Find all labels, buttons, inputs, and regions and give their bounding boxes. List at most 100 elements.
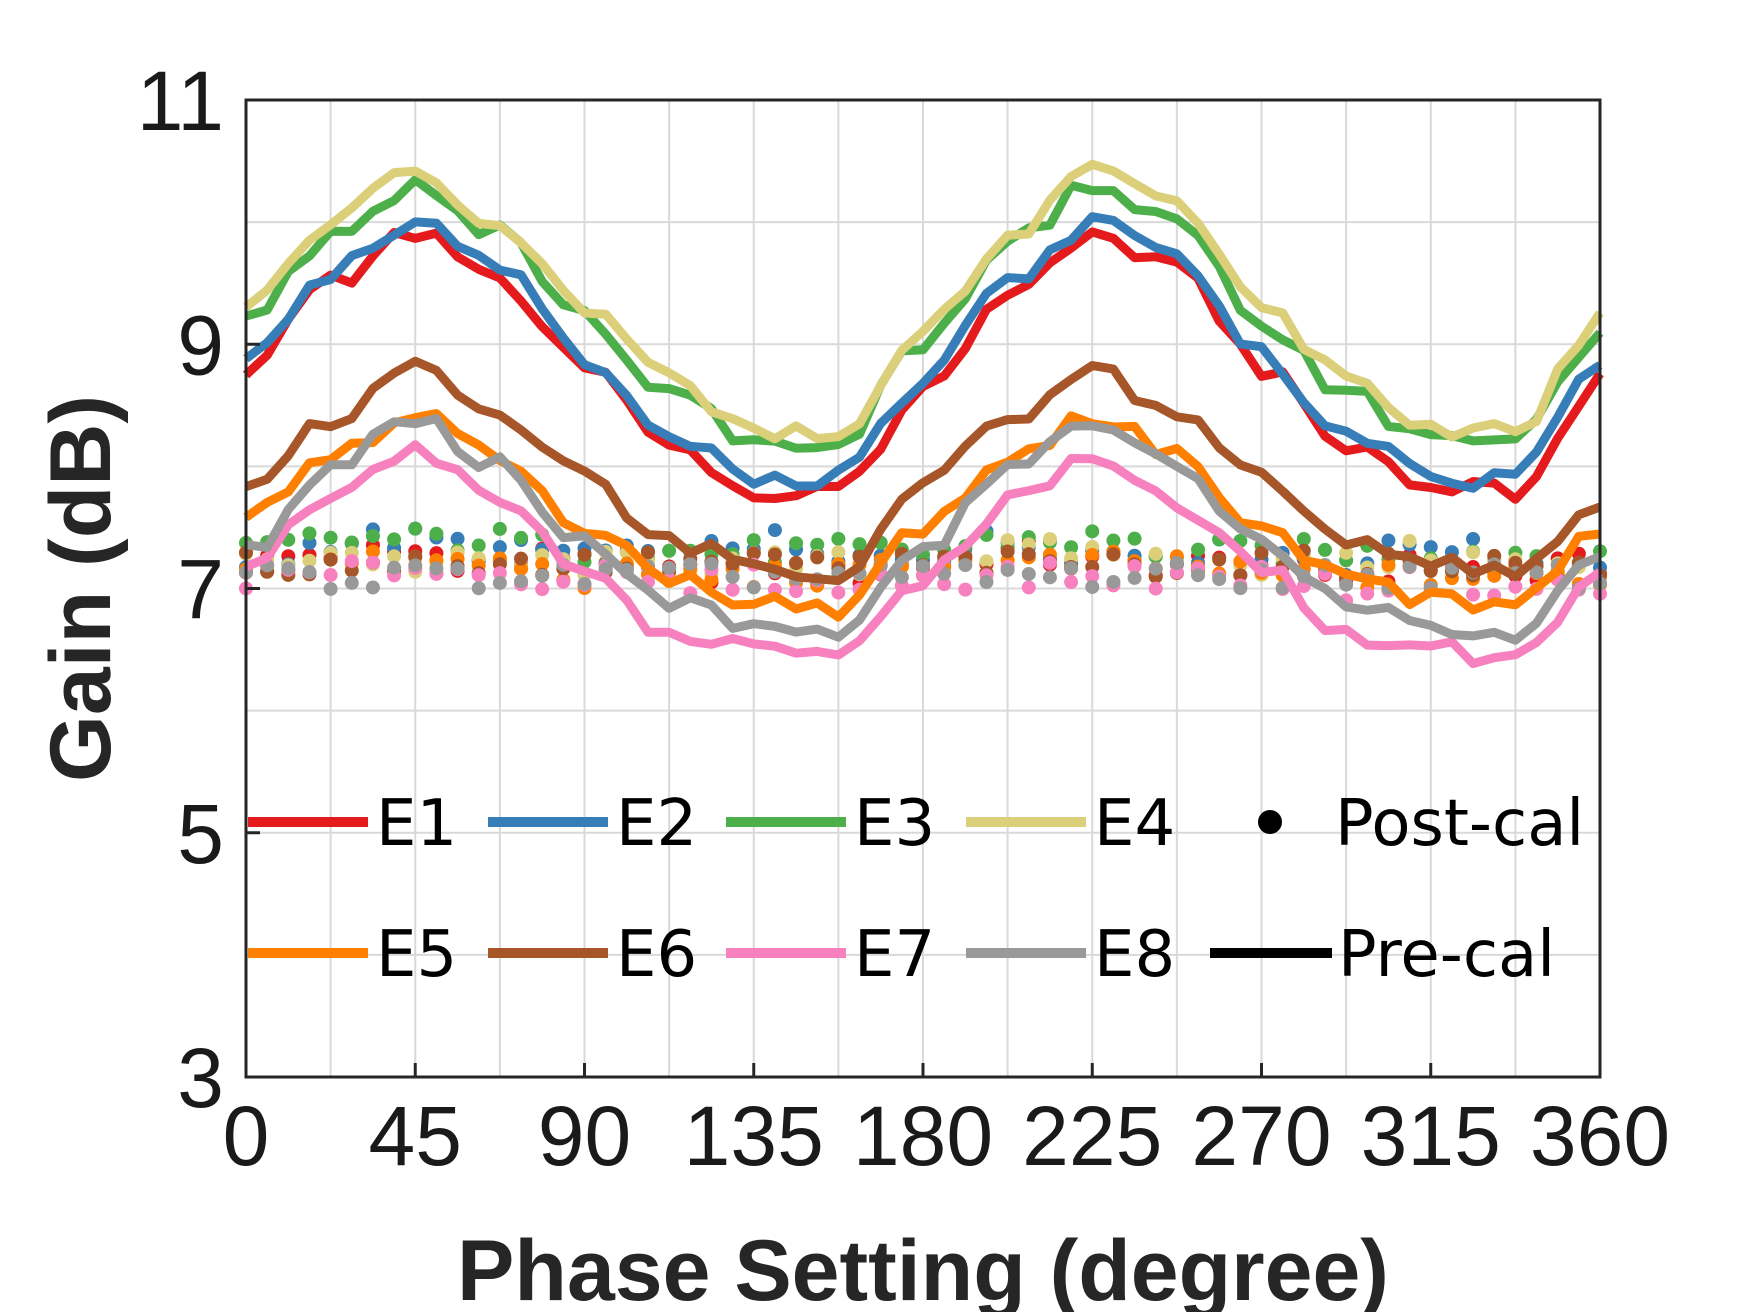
post-cal-point-e2 bbox=[767, 523, 782, 538]
legend-label-e4: E4 bbox=[1094, 787, 1175, 861]
post-cal-point-e4 bbox=[1042, 532, 1057, 547]
post-cal-point-e8 bbox=[746, 580, 761, 595]
tick-labels: 0 45 90 135 180 225 270 315 360 3 5 7 9 11 bbox=[137, 54, 1670, 1183]
post-cal-point-e2 bbox=[450, 531, 465, 546]
pre-cal-line-e2 bbox=[243, 212, 1603, 493]
x-tick-label: 0 bbox=[223, 1089, 270, 1183]
post-cal-point-e8 bbox=[1000, 562, 1015, 577]
post-cal-point-e8 bbox=[1148, 561, 1163, 576]
x-tick-label: 180 bbox=[853, 1089, 993, 1183]
post-cal-point-e8 bbox=[662, 560, 677, 575]
post-cal-point-e4 bbox=[979, 554, 994, 569]
post-cal-point-e2 bbox=[1423, 540, 1438, 555]
post-cal-point-e5 bbox=[1487, 568, 1502, 583]
post-cal-point-e7 bbox=[1466, 587, 1481, 602]
post-cal-point-e3 bbox=[387, 532, 402, 547]
post-cal-point-e6 bbox=[1212, 552, 1227, 567]
post-cal-point-e4 bbox=[1148, 546, 1163, 561]
post-cal-point-e4 bbox=[302, 553, 317, 568]
post-cal-point-e8 bbox=[492, 575, 507, 590]
post-cal-point-e7 bbox=[492, 566, 507, 581]
post-cal-point-e7 bbox=[471, 568, 486, 583]
pre-cal-lines bbox=[242, 159, 1604, 669]
post-cal-point-e3 bbox=[323, 530, 338, 545]
y-tick-label: 5 bbox=[177, 787, 224, 881]
post-cal-point-e8 bbox=[323, 581, 338, 596]
post-cal-point-e8 bbox=[514, 574, 529, 589]
post-cal-point-e8 bbox=[471, 581, 486, 596]
post-cal-point-e7 bbox=[725, 582, 740, 597]
post-cal-point-e3 bbox=[471, 538, 486, 553]
post-cal-point-e3 bbox=[1106, 533, 1121, 548]
post-cal-point-e8 bbox=[916, 559, 930, 574]
x-tick-label: 45 bbox=[369, 1089, 462, 1183]
post-cal-point-e5 bbox=[1085, 547, 1100, 562]
post-cal-point-e7 bbox=[344, 554, 359, 569]
post-cal-point-e3 bbox=[302, 526, 317, 541]
post-cal-point-e8 bbox=[302, 565, 317, 580]
post-cal-point-e8 bbox=[344, 575, 359, 590]
post-cal-point-e8 bbox=[577, 576, 592, 591]
pre-cal-line-e5 bbox=[243, 409, 1601, 622]
post-cal-point-e8 bbox=[281, 561, 296, 576]
x-tick-label: 360 bbox=[1530, 1089, 1670, 1183]
post-cal-point-e8 bbox=[979, 575, 994, 590]
pre-cal-line-e6 bbox=[244, 356, 1602, 586]
post-cal-point-e7 bbox=[1021, 580, 1036, 595]
post-cal-point-e6 bbox=[577, 547, 592, 562]
post-cal-point-e3 bbox=[852, 537, 867, 552]
post-cal-point-e8 bbox=[1212, 572, 1227, 587]
x-tick-label: 135 bbox=[684, 1089, 824, 1183]
legend-label-e5: E5 bbox=[376, 918, 457, 992]
post-cal-point-e3 bbox=[365, 529, 380, 544]
post-cal-point-e4 bbox=[1402, 533, 1417, 548]
post-cal-point-e8 bbox=[958, 558, 973, 573]
post-cal-point-e8 bbox=[725, 569, 740, 584]
post-cal-point-e4 bbox=[1339, 545, 1354, 560]
post-cal-point-e6 bbox=[789, 556, 804, 571]
post-cal-point-e7 bbox=[1085, 569, 1100, 584]
post-cal-point-e2 bbox=[492, 540, 507, 555]
post-cal-point-e4 bbox=[1021, 537, 1036, 552]
x-tick-label: 225 bbox=[1022, 1089, 1162, 1183]
post-cal-point-e7 bbox=[958, 582, 973, 597]
post-cal-point-e7 bbox=[1127, 559, 1142, 574]
post-cal-point-e8 bbox=[1529, 565, 1544, 580]
post-cal-point-e5 bbox=[514, 561, 529, 576]
post-cal-point-e8 bbox=[387, 560, 402, 575]
post-cal-point-e3 bbox=[1064, 540, 1079, 555]
legend-label-e7: E7 bbox=[854, 918, 935, 992]
pre-cal-line-e8 bbox=[245, 414, 1602, 645]
post-cal-point-e3 bbox=[408, 521, 423, 536]
post-cal-point-e4 bbox=[387, 549, 402, 564]
post-cal-point-e5 bbox=[365, 544, 380, 559]
post-cal-point-e2 bbox=[1466, 532, 1481, 547]
legend-label-e8: E8 bbox=[1094, 918, 1175, 992]
post-cal-point-e5 bbox=[1381, 557, 1396, 572]
pre-cal-line-e3 bbox=[244, 175, 1604, 453]
post-cal-point-e2 bbox=[302, 535, 317, 550]
post-cal-point-e5 bbox=[704, 572, 719, 587]
x-tick-label: 315 bbox=[1361, 1089, 1501, 1183]
post-cal-point-e8 bbox=[704, 556, 719, 571]
post-cal-point-e8 bbox=[894, 570, 909, 585]
x-tick-label: 90 bbox=[538, 1089, 631, 1183]
post-cal-point-e7 bbox=[365, 555, 380, 570]
post-cal-point-e2 bbox=[1381, 533, 1396, 548]
post-cal-point-e7 bbox=[937, 577, 952, 592]
legend-marker-post-cal bbox=[1258, 810, 1282, 834]
legend-label-e6: E6 bbox=[616, 918, 697, 992]
post-cal-point-e3 bbox=[1085, 524, 1100, 539]
post-cal-point-e3 bbox=[746, 533, 761, 548]
post-cal-point-e6 bbox=[1021, 547, 1036, 562]
legend-label-pre-cal: Pre-cal bbox=[1338, 918, 1555, 992]
y-tick-label: 9 bbox=[177, 298, 224, 392]
post-cal-point-e3 bbox=[429, 526, 444, 541]
legend-label-e2: E2 bbox=[616, 787, 697, 861]
post-cal-point-e3 bbox=[831, 531, 846, 546]
y-tick-label: 7 bbox=[177, 543, 224, 637]
post-cal-point-e8 bbox=[429, 561, 444, 576]
y-tick-label: 3 bbox=[177, 1031, 224, 1125]
